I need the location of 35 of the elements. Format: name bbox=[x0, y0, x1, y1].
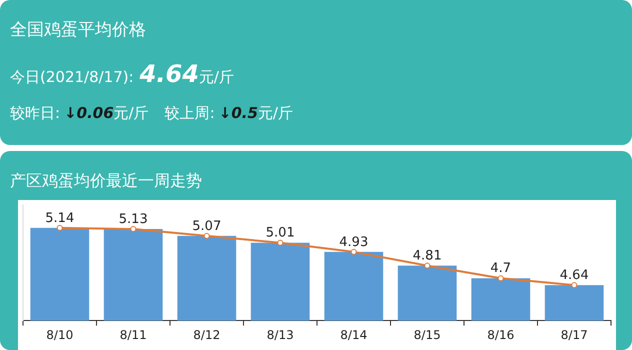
text: 全国鸡蛋平均价格 bbox=[10, 19, 146, 41]
point bbox=[204, 232, 210, 239]
point bbox=[56, 224, 63, 231]
x-tick-label: 8/17 bbox=[560, 328, 588, 342]
data-label: 4.7 bbox=[490, 261, 512, 276]
data-label: 4.81 bbox=[412, 248, 442, 264]
text: 元/斤 bbox=[258, 104, 293, 123]
data-label: 4.93 bbox=[339, 234, 368, 250]
x-tick-label: 8/10 bbox=[46, 328, 74, 342]
x-tick-label: 8/16 bbox=[487, 328, 514, 342]
text: 较上周: bbox=[164, 104, 215, 123]
text: 4.64 bbox=[140, 60, 199, 88]
point bbox=[424, 262, 430, 269]
point bbox=[498, 275, 504, 282]
text: ↓0.5 bbox=[218, 104, 258, 122]
data-label: 5.07 bbox=[192, 218, 222, 234]
x-tick-label: 8/14 bbox=[340, 328, 368, 342]
text: 元/斤 bbox=[114, 104, 149, 123]
point bbox=[350, 248, 357, 255]
text: 元/斤 bbox=[198, 68, 234, 87]
chart-title: 产区鸡蛋均价最近一周走势 bbox=[10, 171, 202, 192]
point bbox=[277, 240, 284, 246]
text: 今日(2021/8/17): bbox=[10, 68, 134, 87]
text: ↓0.06 bbox=[64, 104, 114, 122]
text: 较昨日: bbox=[10, 104, 60, 123]
data-label: 4.64 bbox=[560, 268, 589, 283]
point bbox=[130, 226, 136, 232]
data-label: 5.01 bbox=[266, 226, 295, 241]
data-label: 5.14 bbox=[45, 210, 74, 226]
x-tick-label: 8/11 bbox=[120, 328, 147, 342]
data-label: 5.13 bbox=[118, 212, 148, 227]
x-tick-label: 8/13 bbox=[266, 328, 294, 342]
x-tick-label: 8/12 bbox=[193, 328, 220, 342]
point bbox=[571, 282, 578, 288]
x-tick-label: 8/15 bbox=[414, 328, 441, 342]
